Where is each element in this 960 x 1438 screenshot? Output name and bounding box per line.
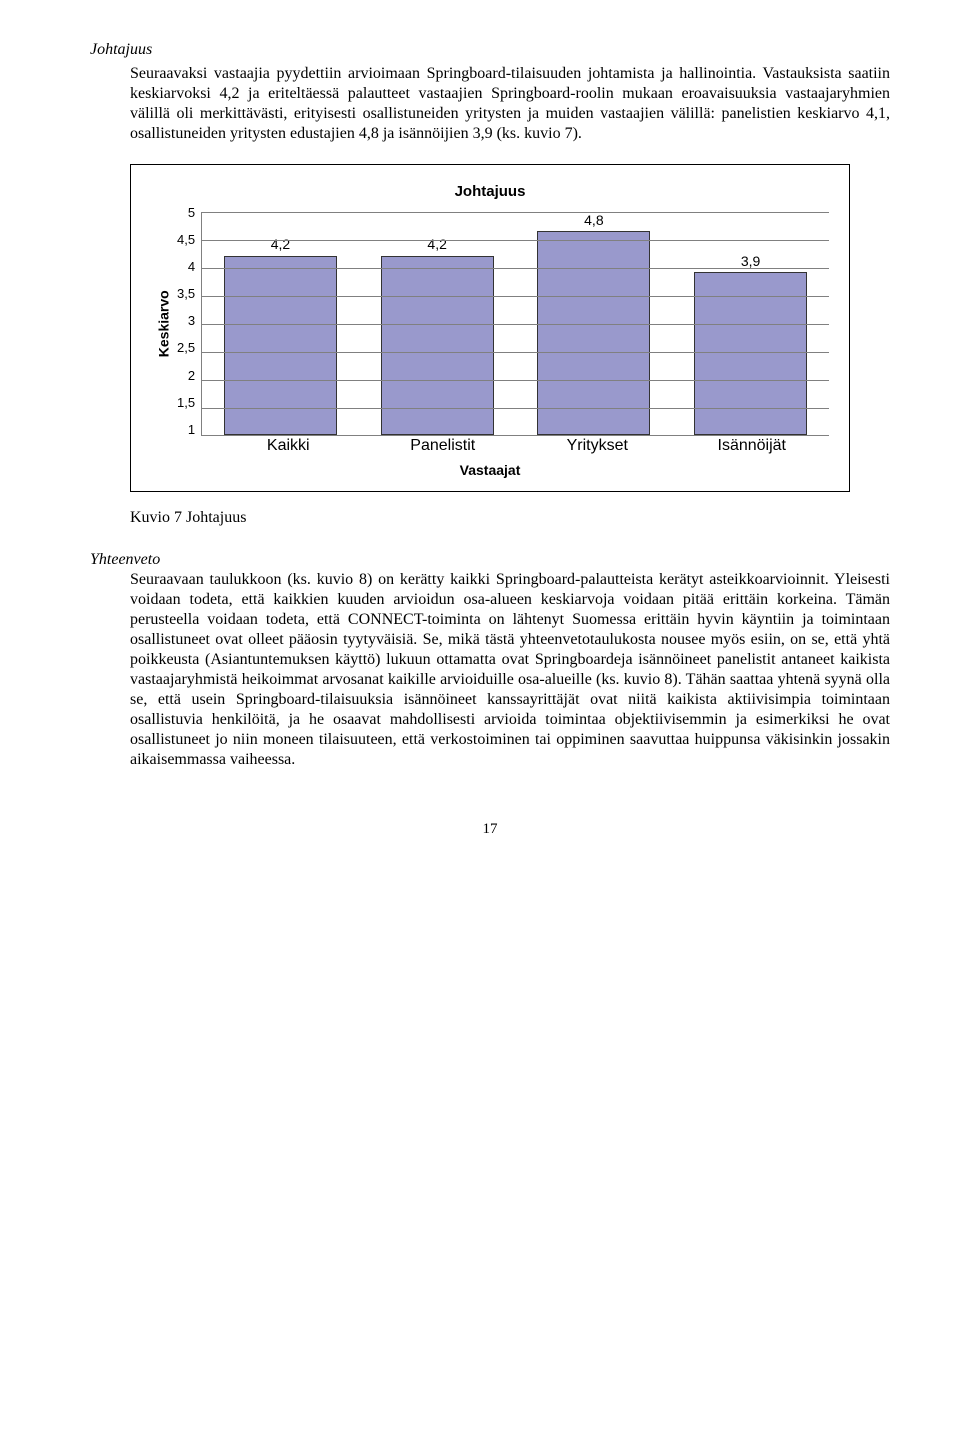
chart-ytick: 1: [177, 423, 195, 436]
chart-ylabel-cell: Keskiarvo: [151, 212, 177, 436]
chart-plot-area: 4,24,24,83,9: [201, 212, 829, 436]
chart-ytick: 1,5: [177, 396, 195, 409]
chart-gridline: [202, 352, 829, 353]
chart-ytick: 4: [177, 260, 195, 273]
chart-xtick: Kaikki: [211, 436, 366, 456]
chart-xtick: Panelistit: [366, 436, 521, 456]
chart-gridline: [202, 296, 829, 297]
chart-xtick: Isännöijät: [675, 436, 830, 456]
chart-plot-row: Keskiarvo 54,543,532,521,51 4,24,24,83,9: [151, 212, 829, 436]
chart-xticks: KaikkiPanelistitYrityksetIsännöijät: [211, 436, 829, 456]
chart-xlabel: Vastaajat: [151, 462, 829, 480]
chart-ytick: 3,5: [177, 287, 195, 300]
chart-ytick: 3: [177, 314, 195, 327]
chart-ytick: 2: [177, 369, 195, 382]
chart-gridline: [202, 268, 829, 269]
chart-ylabel: Keskiarvo: [155, 290, 173, 357]
chart-bar-value-label: 4,8: [584, 212, 603, 230]
chart-xticks-wrap: KaikkiPanelistitYrityksetIsännöijät: [151, 436, 829, 456]
chart-gridline: [202, 324, 829, 325]
chart-gridline: [202, 212, 829, 213]
chart-gridline: [202, 240, 829, 241]
chart-ytick: 5: [177, 206, 195, 219]
chart-johtajuus: Johtajuus Keskiarvo 5 4,5 4 3,5 3 2,5 2 1,5 1 4,…: [130, 164, 850, 492]
page-number: 17: [90, 820, 890, 839]
section-body-yhteenveto: Seuraavaan taulukkoon (ks. kuvio 8) on k…: [90, 570, 890, 770]
section-body-johtajuus: Seuraavaksi vastaajia pyydettiin arvioim…: [90, 64, 890, 144]
chart-gridline: [202, 408, 829, 409]
chart-ytick: 4,5: [177, 233, 195, 246]
chart-xtick: Yritykset: [520, 436, 675, 456]
section-title-yhteenveto: Yhteenveto: [90, 550, 890, 570]
chart-bar-value-label: 4,2: [427, 236, 446, 254]
section-title-johtajuus: Johtajuus: [90, 40, 890, 60]
chart-bar: [537, 231, 650, 435]
chart-yticks: 54,543,532,521,51: [177, 212, 201, 436]
chart-gridline: [202, 380, 829, 381]
chart-title: Johtajuus: [151, 183, 829, 202]
section-yhteenveto: Yhteenveto Seuraavaan taulukkoon (ks. ku…: [90, 550, 890, 770]
chart-caption: Kuvio 7 Johtajuus: [130, 508, 890, 528]
chart-bar-value-label: 4,2: [271, 236, 290, 254]
chart-ytick: 2,5: [177, 341, 195, 354]
